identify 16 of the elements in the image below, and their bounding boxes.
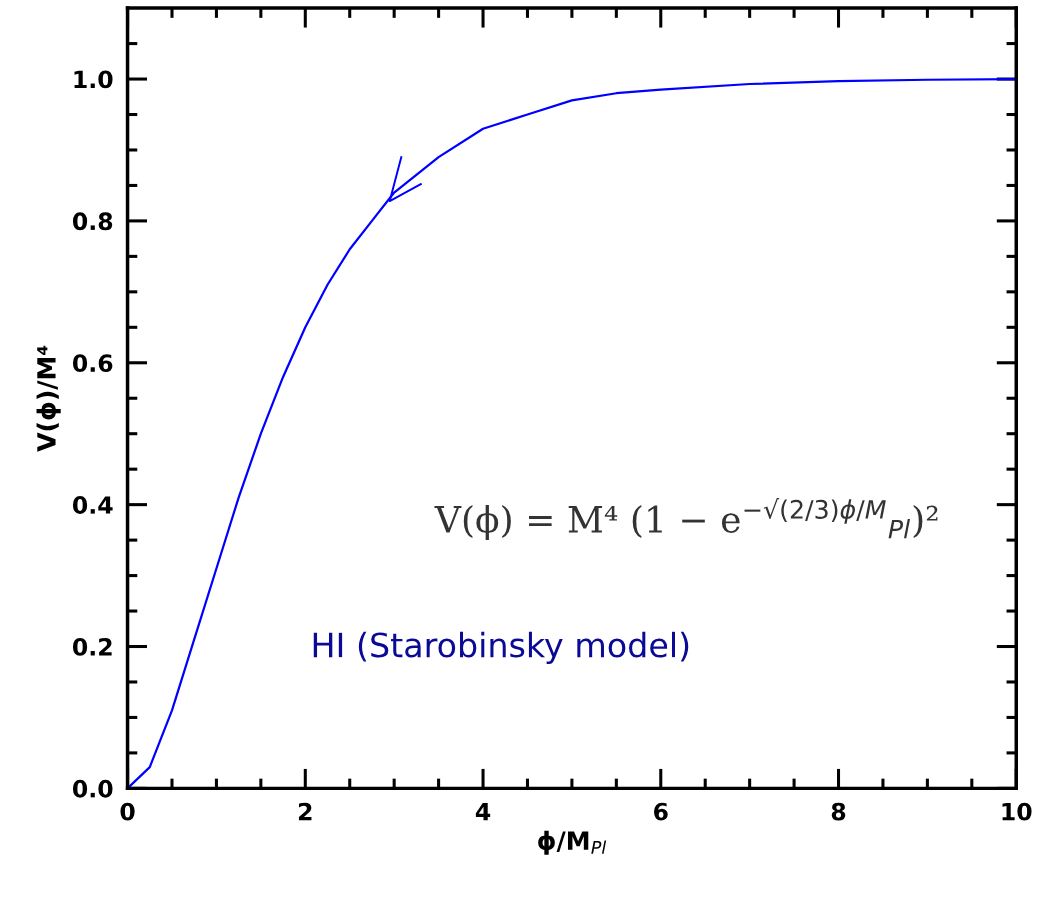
x-tick-label: 10 — [1002, 802, 1032, 821]
y-tick-label: 0.6 — [72, 354, 113, 373]
x-tick-label: 6 — [654, 802, 668, 821]
y-tick-label: 0.8 — [72, 212, 113, 231]
y-tick-label: 0.2 — [72, 637, 112, 656]
y-tick-label: 0.0 — [72, 779, 113, 798]
x-tick-label: 0 — [120, 802, 135, 821]
annotation: HI (Starobinsky model) — [313, 631, 689, 665]
y-tick-label: 1.0 — [74, 70, 113, 89]
x-tick-label: 2 — [298, 802, 312, 821]
x-tick-label: 8 — [831, 802, 846, 821]
x-axis-title: ϕ/M$_{Pl}$ — [538, 830, 607, 855]
annotation: V(ϕ) = M⁴ (1 − e$^{−√(2/3)ϕ/M}$$_{Pl}$)² — [434, 498, 938, 540]
x-tick-label: 4 — [475, 802, 491, 821]
y-axis-title: V(ϕ)/M⁴ — [36, 345, 61, 452]
y-tick-label: 0.4 — [72, 496, 113, 514]
